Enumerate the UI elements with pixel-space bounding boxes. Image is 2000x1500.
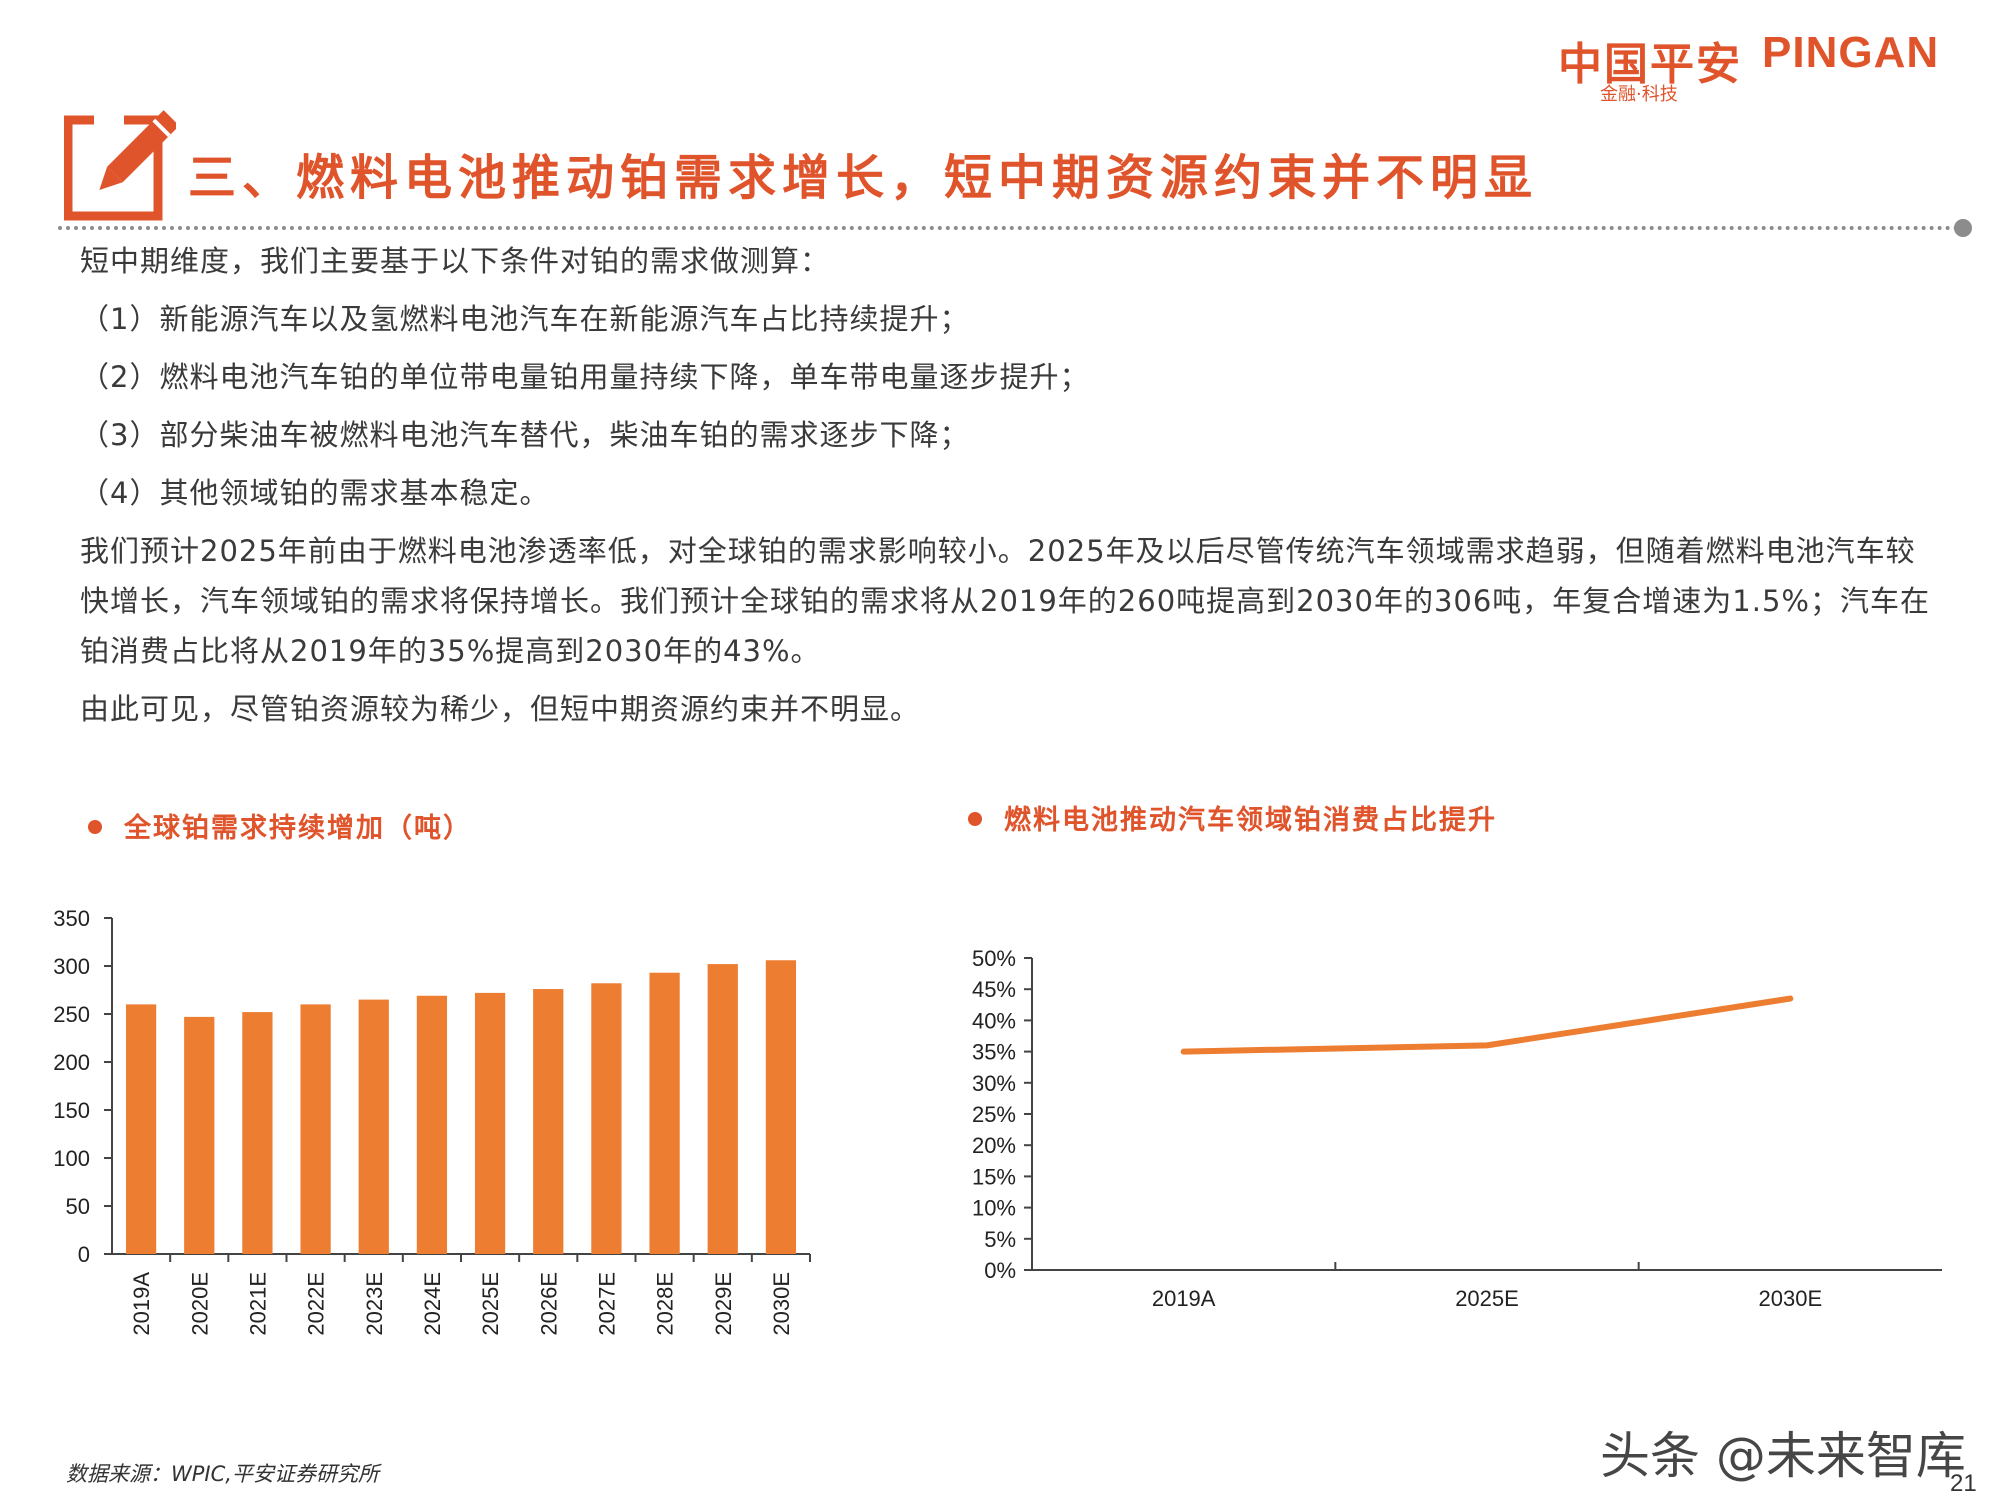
bar-y-tick-label: 50: [66, 1194, 90, 1219]
line-y-tick-label: 30%: [972, 1071, 1016, 1096]
bar-x-tick-label: 2022E: [304, 1272, 329, 1336]
brand-tagline: 金融·科技: [1600, 84, 1678, 105]
bar-x-tick-label: 2030E: [769, 1272, 794, 1336]
bar-y-tick-label: 250: [53, 1002, 90, 1027]
condition-3: （3）部分柴油车被燃料电池汽车替代，柴油车铂的需求逐步下降；: [80, 418, 970, 452]
bar-y-tick-label: 150: [53, 1098, 90, 1123]
bar-y-tick-label: 200: [53, 1050, 90, 1075]
watermark: 头条 @未来智库: [1600, 1427, 1966, 1485]
divider-end-dot: [1954, 219, 1972, 237]
bar-x-tick-label: 2019A: [129, 1272, 154, 1336]
chart1-title: 全球铂需求持续增加（吨）: [124, 813, 472, 844]
platinum-demand-bar-chart: 0 50 100 150 200 250 300 350 2019A 2020E 2021E 2022…: [53, 906, 811, 1336]
forecast-paragraph: 我们预计2025年前由于燃料电池渗透率低，对全球铂的需求影响较小。2025年及以…: [80, 534, 1930, 668]
bar-x-tick-label: 2023E: [362, 1272, 387, 1336]
bar: [765, 960, 797, 1254]
bar: [125, 1004, 157, 1254]
chart1-bullet: [88, 820, 102, 834]
line-y-tick-label: 40%: [972, 1008, 1016, 1033]
bar-x-tick-label: 2029E: [711, 1272, 736, 1336]
bar-x-tick-label: 2025E: [478, 1272, 503, 1336]
data-source: 数据来源：WPIC,平安证券研究所: [66, 1462, 379, 1486]
bar-x-tick-label: 2024E: [420, 1272, 445, 1336]
line-point: [1486, 1044, 1488, 1046]
auto-share-line-chart: 0% 5% 10% 15% 20% 25% 30% 35% 40% 45% 50% 2019A 2025…: [972, 946, 1942, 1311]
bar-y-tick-label: 350: [53, 906, 90, 931]
line-y-tick-label: 15%: [972, 1164, 1016, 1189]
share-series-line: [1180, 995, 1794, 1055]
line-y-tick-label: 5%: [984, 1227, 1016, 1252]
line-y-tick-label: 20%: [972, 1133, 1016, 1158]
bar: [184, 1016, 215, 1254]
line-x-tick-label: 2030E: [1759, 1286, 1823, 1311]
condition-1: （1）新能源汽车以及氢燃料电池汽车在新能源汽车占比持续提升；: [80, 302, 970, 336]
bar-y-tick-label: 0: [78, 1242, 90, 1267]
page-number: 21: [1950, 1470, 1977, 1497]
bar: [242, 1012, 273, 1254]
line-y-tick-label: 0%: [984, 1258, 1016, 1283]
bar: [358, 999, 389, 1254]
chart2-bullet: [968, 812, 982, 826]
bar-y-tick-label: 300: [53, 954, 90, 979]
body-text: 短中期维度，我们主要基于以下条件对铂的需求做测算： （1）新能源汽车以及氢燃料电…: [80, 236, 1940, 734]
intro-text: 短中期维度，我们主要基于以下条件对铂的需求做测算：: [80, 244, 831, 278]
title-divider: [58, 226, 1960, 230]
page-title: 三、燃料电池推动铂需求增长，短中期资源约束并不明显: [188, 150, 1539, 206]
bar: [707, 964, 738, 1254]
line-y-tick-label: 45%: [972, 977, 1016, 1002]
line-x-tick-label: 2025E: [1455, 1286, 1519, 1311]
bar: [416, 995, 448, 1254]
bar: [300, 1004, 331, 1254]
line-y-tick-label: 35%: [972, 1040, 1016, 1065]
bar-x-tick-label: 2027E: [594, 1272, 619, 1336]
bar-x-tick-label: 2021E: [245, 1272, 270, 1336]
bar: [474, 992, 506, 1254]
line-point: [1183, 1051, 1185, 1053]
condition-4: （4）其他领域铂的需求基本稳定。: [80, 476, 550, 510]
chart2-title: 燃料电池推动汽车领域铂消费占比提升: [1004, 805, 1497, 836]
bar-y-tick-label: 100: [53, 1146, 90, 1171]
bar: [649, 972, 680, 1254]
bar: [533, 989, 564, 1254]
pencil-note-icon: [64, 110, 176, 221]
brand-logo-cn: 中国平安: [1558, 39, 1742, 90]
line-point: [1789, 998, 1791, 1000]
condition-2: （2）燃料电池汽车铂的单位带电量铂用量持续下降，单车带电量逐步提升；: [80, 360, 1090, 394]
bar-x-tick-label: 2020E: [187, 1272, 212, 1336]
bar-x-tick-label: 2026E: [536, 1272, 561, 1336]
line-y-tick-label: 25%: [972, 1102, 1016, 1127]
line-x-tick-label: 2019A: [1152, 1286, 1216, 1311]
line-y-tick-label: 50%: [972, 946, 1016, 971]
line-y-tick-label: 10%: [972, 1196, 1016, 1221]
conclusion-text: 由此可见，尽管铂资源较为稀少，但短中期资源约束并不明显。: [80, 692, 921, 726]
brand-logo-en: PINGAN: [1762, 28, 1940, 77]
bar-x-tick-label: 2028E: [653, 1272, 678, 1336]
bar: [591, 983, 622, 1254]
